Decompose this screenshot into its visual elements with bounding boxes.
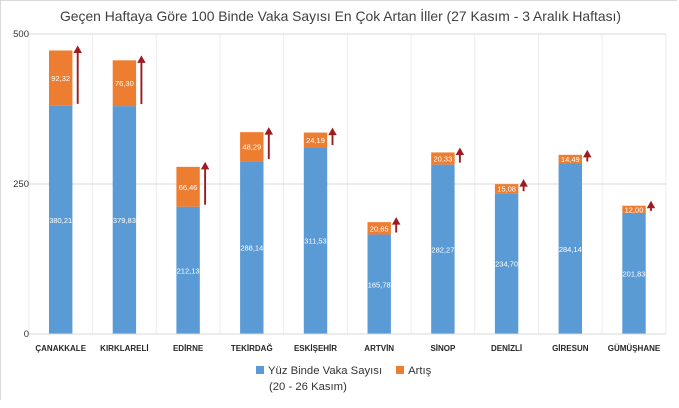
svg-text:379,83: 379,83 (113, 216, 136, 225)
svg-text:ARTVİN: ARTVİN (364, 344, 394, 353)
svg-text:EDİRNE: EDİRNE (173, 344, 204, 353)
svg-text:0: 0 (24, 329, 29, 340)
svg-text:76,30: 76,30 (115, 79, 134, 88)
svg-text:20,33: 20,33 (434, 155, 453, 164)
svg-text:48,29: 48,29 (242, 143, 261, 152)
svg-text:24,19: 24,19 (306, 136, 325, 145)
svg-text:GİRESUN: GİRESUN (552, 344, 589, 353)
svg-text:DENİZLİ: DENİZLİ (491, 344, 522, 353)
svg-text:250: 250 (13, 179, 29, 190)
svg-text:201,83: 201,83 (623, 269, 646, 278)
svg-text:GÜMÜŞHANE: GÜMÜŞHANE (608, 344, 661, 353)
svg-text:284,14: 284,14 (559, 245, 582, 254)
svg-text:14,49: 14,49 (561, 155, 580, 164)
svg-text:500: 500 (13, 29, 29, 40)
svg-text:234,70: 234,70 (495, 260, 518, 269)
svg-text:92,32: 92,32 (51, 74, 70, 83)
svg-text:ÇANAKKALE: ÇANAKKALE (35, 344, 86, 353)
svg-text:165,78: 165,78 (368, 280, 391, 289)
svg-text:20,65: 20,65 (370, 224, 389, 233)
svg-text:15,08: 15,08 (497, 185, 516, 194)
svg-text:TEKİRDAĞ: TEKİRDAĞ (231, 344, 273, 353)
svg-text:288,14: 288,14 (240, 244, 263, 253)
svg-text:KIRKLARELİ: KIRKLARELİ (100, 344, 148, 353)
svg-text:SİNOP: SİNOP (430, 344, 456, 353)
svg-text:282,27: 282,27 (431, 245, 454, 254)
svg-text:66,46: 66,46 (179, 183, 198, 192)
svg-text:12,00: 12,00 (625, 205, 644, 214)
svg-text:212,13: 212,13 (177, 266, 200, 275)
svg-text:ESKİŞEHİR: ESKİŞEHİR (294, 344, 337, 353)
svg-text:311,53: 311,53 (304, 237, 326, 246)
svg-text:380,21: 380,21 (49, 216, 72, 225)
